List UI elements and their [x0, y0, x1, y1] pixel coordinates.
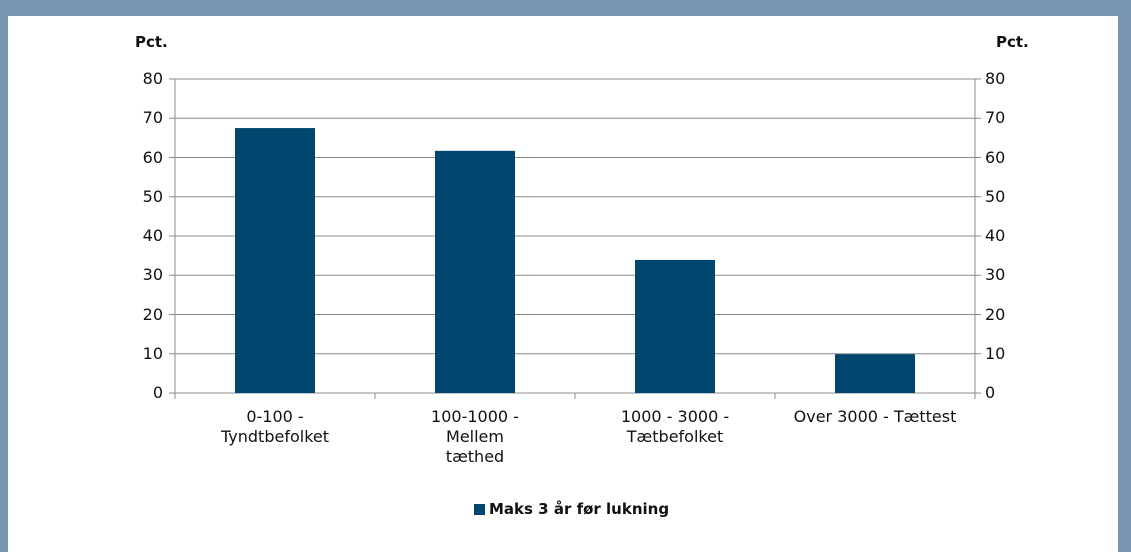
legend-label: Maks 3 år før lukning: [489, 500, 670, 518]
x-tick-label: 0-100 - Tyndtbefolket: [221, 407, 329, 446]
y-tick-label: 80: [142, 69, 163, 88]
bar: [835, 354, 915, 393]
bar: [235, 128, 315, 393]
x-tick-label: 1000 - 3000 - Tætbefolket: [620, 407, 730, 446]
y2-tick-label: 70: [985, 108, 1006, 128]
y-tick-label: 50: [142, 186, 163, 206]
y-tick-label: 60: [142, 147, 163, 167]
y-tick-label: 10: [142, 343, 163, 363]
y2-tick-label: 10: [985, 343, 1006, 363]
y2-tick-label: 30: [985, 265, 1006, 285]
y2-tick-label: 50: [985, 186, 1006, 206]
y-tick-label: 0: [152, 383, 163, 402]
y2-tick-label: 80: [985, 69, 1006, 88]
legend-swatch: [474, 504, 485, 515]
bar: [635, 259, 715, 393]
y-axis-title: Pct.: [135, 33, 168, 51]
bar: [435, 150, 515, 393]
y-tick-label: 70: [142, 108, 163, 128]
y-tick-label: 20: [142, 304, 163, 324]
y2-tick-label: 60: [985, 147, 1006, 167]
y2-tick-label: 40: [985, 226, 1006, 245]
x-tick-label: 100-1000 - Mellem tæthed: [431, 407, 519, 466]
x-tick-label: Over 3000 - Tættest: [793, 407, 957, 426]
y-tick-label: 30: [142, 265, 163, 285]
y2-tick-label: 20: [985, 304, 1006, 324]
y2-axis-title: Pct.: [996, 33, 1029, 51]
y-tick-label: 40: [142, 226, 163, 245]
chart-panel: [8, 16, 1118, 552]
y2-tick-label: 0: [985, 383, 996, 402]
